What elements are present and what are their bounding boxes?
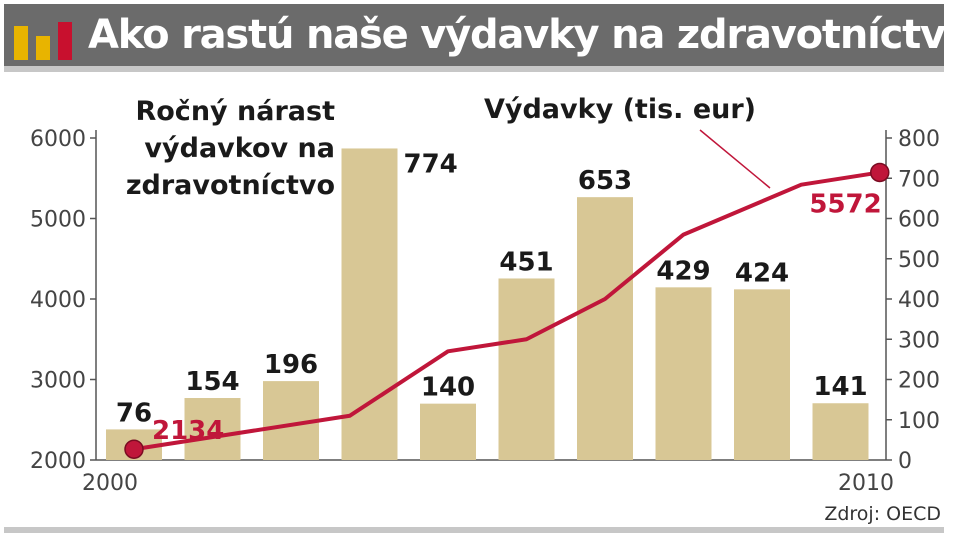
- right-tick-label: 300: [898, 328, 940, 353]
- left-tick-label: 5000: [30, 208, 86, 233]
- right-tick-label: 200: [898, 369, 940, 394]
- bar: [812, 403, 869, 460]
- line-start-point: [124, 439, 144, 459]
- bar-value-label: 429: [656, 256, 710, 286]
- bar-value-label: 424: [735, 258, 789, 288]
- left-tick-label: 3000: [30, 369, 86, 394]
- line-start-label: 2134: [152, 416, 224, 446]
- bar-value-label: 76: [116, 398, 152, 428]
- chart-svg: 2000 3000 4000 5000 6000 0 100 200 300 400 500 600 7…: [30, 94, 940, 496]
- line-series-leader: [699, 129, 771, 189]
- right-tick-label: 400: [898, 288, 940, 313]
- chart-area: 2000 3000 4000 5000 6000 0 100 200 300 400 500 600 7…: [0, 80, 969, 533]
- bar-series-label-line: zdravotníctvo: [126, 170, 335, 201]
- bar-value-label: 451: [499, 247, 553, 277]
- line-end-label: 5572: [809, 189, 881, 219]
- bar-series-label-line: Ročný nárast: [135, 96, 335, 127]
- left-tick-label: 2000: [30, 449, 86, 474]
- bar: [734, 289, 790, 460]
- right-tick-label: 500: [898, 248, 940, 273]
- right-tick-label: 0: [898, 449, 912, 474]
- bar-value-label: 154: [185, 367, 239, 397]
- bar: [655, 287, 712, 460]
- bottom-rule: [4, 527, 944, 533]
- bar: [498, 278, 555, 460]
- bar-value-label: 196: [264, 350, 318, 380]
- bar: [577, 197, 633, 460]
- x-start-label: 2000: [82, 471, 138, 496]
- bar-series-label-line: výdavkov na: [144, 133, 335, 164]
- line-series: [133, 170, 881, 452]
- left-tick-label: 6000: [30, 127, 86, 152]
- logo-bar-2: [36, 36, 50, 60]
- bar-value-label: 140: [421, 373, 475, 403]
- right-tick-label: 600: [898, 208, 940, 233]
- logo-bar-3: [58, 22, 72, 60]
- title-bar: Ako rastú naše výdavky na zdravotníctvo: [4, 4, 969, 72]
- x-end-label: 2010: [838, 471, 894, 496]
- right-tick-label: 700: [898, 167, 940, 192]
- right-tick-label: 100: [898, 409, 940, 434]
- bar-value-label: 774: [404, 149, 458, 179]
- bar-value-label: 653: [578, 166, 632, 196]
- line-series-label: Výdavky (tis. eur): [484, 94, 756, 125]
- bar: [341, 148, 398, 460]
- bar-chart-logo-icon: [14, 16, 76, 60]
- bar: [420, 403, 476, 460]
- chart-title: Ako rastú naše výdavky na zdravotníctvo: [88, 12, 969, 58]
- line-end-point: [870, 162, 890, 183]
- logo-bar-1: [14, 26, 28, 60]
- bar: [184, 398, 241, 460]
- source-label: Zdroj: OECD: [824, 503, 941, 525]
- right-tick-label: 800: [898, 127, 940, 152]
- bar-value-label: 141: [813, 372, 867, 402]
- left-tick-label: 4000: [30, 288, 86, 313]
